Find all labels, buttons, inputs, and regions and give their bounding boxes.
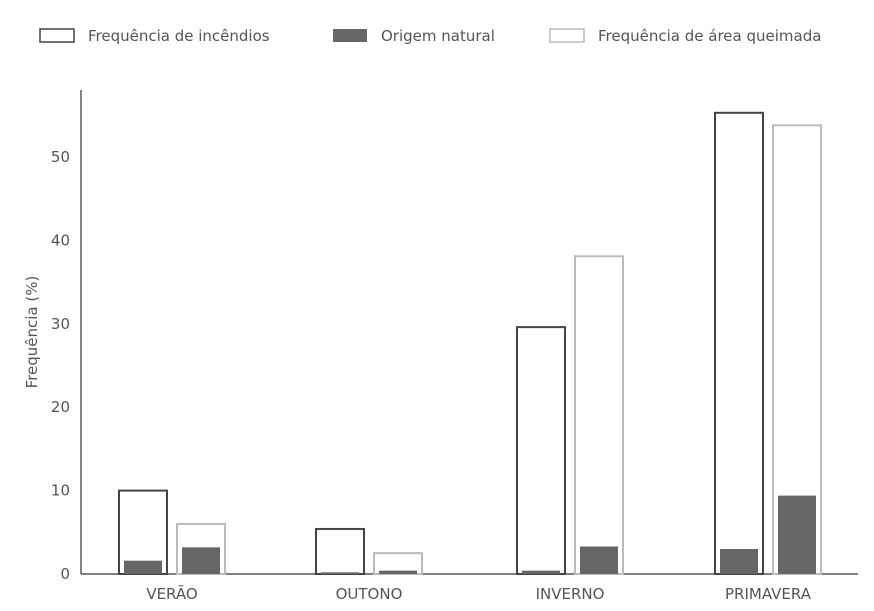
- bar-fire-frequency: [315, 527, 365, 575]
- bar-fire-frequency: [118, 489, 168, 576]
- bar-fire-frequency: [516, 326, 566, 575]
- x-tick-labels: VERÃO OUTONO INVERNO PRIMAVERA: [146, 584, 811, 603]
- legend-swatch: [549, 28, 585, 43]
- y-tick-label: 50: [51, 148, 70, 166]
- bars: [118, 111, 822, 576]
- bar-natural-origin: [778, 495, 816, 574]
- x-tick-label: OUTONO: [336, 585, 403, 603]
- bar-natural-origin: [379, 570, 417, 574]
- bar-fire-frequency: [714, 111, 764, 575]
- bar-natural-origin: [580, 546, 618, 574]
- y-tick-label: 10: [51, 482, 70, 500]
- x-tick-label: INVERNO: [536, 585, 605, 603]
- bar-natural-origin: [321, 572, 359, 574]
- bar-natural-origin: [720, 548, 758, 574]
- y-tick-labels: 0 10 20 30 40 50: [51, 148, 70, 583]
- legend-label: Origem natural: [381, 27, 495, 45]
- legend-label: Frequência de incêndios: [88, 27, 270, 45]
- legend-label: Frequência de área queimada: [598, 27, 821, 45]
- y-tick-label: 0: [60, 565, 70, 583]
- legend-swatch: [333, 29, 367, 42]
- bar-burned-area-frequency: [574, 255, 624, 575]
- y-tick-label: 30: [51, 315, 70, 333]
- y-tick-label: 20: [51, 398, 70, 416]
- legend: Frequência de incêndios Origem natural Fre…: [39, 27, 821, 45]
- bar-natural-origin: [124, 560, 162, 574]
- x-tick-label: VERÃO: [146, 584, 197, 603]
- y-tick-label: 40: [51, 231, 70, 249]
- bar-natural-origin: [522, 570, 560, 574]
- y-axis-label: Frequência (%): [23, 276, 41, 389]
- x-tick-label: PRIMAVERA: [725, 585, 812, 603]
- legend-swatch: [39, 28, 75, 43]
- bar-natural-origin: [182, 547, 220, 574]
